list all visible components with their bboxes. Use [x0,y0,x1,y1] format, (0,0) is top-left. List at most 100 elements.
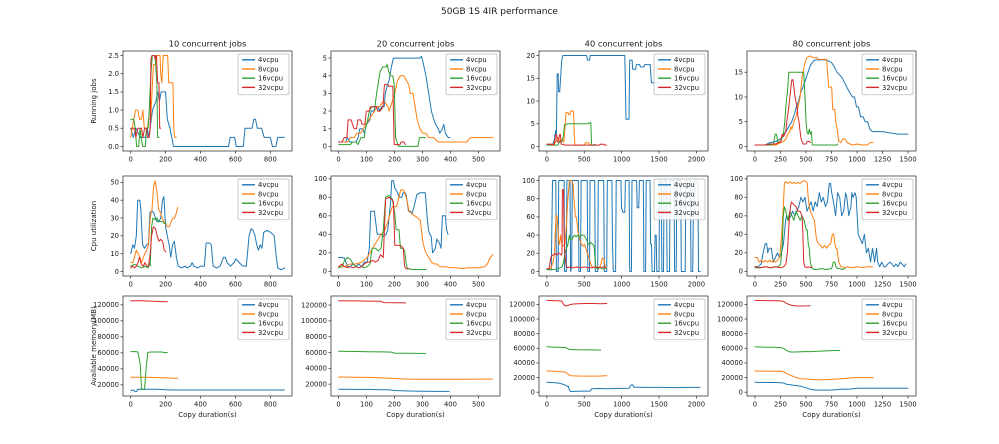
y-tick-label: 100000 [301,317,327,325]
legend-box [445,178,498,221]
legend-box [653,298,706,341]
subplot-row2-col1: 0 100 200 300 400 500 20000 40000 60000 80000 1000… [301,295,501,419]
x-tick-label: 0 [753,401,757,409]
series-group [338,300,493,392]
subplot-row1-col3: 0 250 500 750 1000 1250 1500 0 20 40 60 80 100 4vcpu8… [730,175,917,288]
y-tick-label: 80 [526,195,535,203]
legend-label: 32vcpu [882,209,907,217]
series-group [338,55,494,147]
x-tick-label: 250 [774,281,787,289]
series-line-32vcpu [546,299,608,307]
x-tick-label: 500 [578,401,591,409]
subplot-row0-col2: 0 500 1000 1500 2000 0 5 10 15 20 40 concurrent jo… [526,39,709,164]
y-tick-label: 50 [110,179,119,187]
y-tick-label: 40 [734,231,743,239]
series-line-8vcpu [130,55,177,138]
y-axis-label: Cpu utilization [90,201,98,251]
series-line-8vcpu [130,376,179,379]
y-tick-label: 100000 [509,315,535,323]
series-line-4vcpu [546,55,660,145]
legend-label: 8vcpu [674,310,695,318]
legend-label: 16vcpu [674,320,699,328]
legend-label: 32vcpu [674,209,699,217]
subplot-title: 40 concurrent jobs [585,39,663,49]
legend-label: 32vcpu [674,84,699,92]
x-axis-label: Copy duration(s) [802,411,861,419]
legend-label: 32vcpu [882,329,907,337]
x-tick-label: 100 [360,156,373,164]
series-line-16vcpu [754,71,839,146]
series-line-32vcpu [338,84,406,146]
series-line-32vcpu [130,300,168,303]
legend-box [861,53,914,96]
y-tick-label: 20 [110,232,119,240]
legend-box [653,178,706,221]
series-line-8vcpu [754,180,873,269]
axes-frame [122,295,293,397]
legend-label: 32vcpu [258,329,283,337]
subplot-title: 80 concurrent jobs [793,39,871,49]
legend-label: 8vcpu [466,190,487,198]
legend-label: 16vcpu [882,200,907,208]
x-tick-label: 200 [388,401,401,409]
legend-box [861,298,914,341]
x-tick-label: 1250 [874,401,891,409]
axes-frame [538,295,709,397]
series-line-32vcpu [754,79,811,146]
series-line-16vcpu [338,63,427,147]
legend-label: 16vcpu [258,320,283,328]
series-line-16vcpu [546,234,606,271]
legend-label: 8vcpu [882,65,903,73]
x-tick-label: 500 [799,281,812,289]
x-tick-label: 0 [129,156,133,164]
series-line-16vcpu [754,346,841,353]
y-tick-label: 1.0 [108,106,119,114]
x-axis-label: Copy duration(s) [178,411,237,419]
y-tick-label: 0 [323,143,327,151]
y-tick-label: 2 [323,107,327,115]
x-tick-label: 400 [194,281,207,289]
y-tick-label: 2.5 [108,52,119,60]
y-tick-label: 100 [522,177,535,185]
y-tick-label: 0 [323,268,327,276]
y-tick-label: 10 [734,93,743,101]
series-group [754,180,907,270]
y-tick-label: 3 [323,90,327,98]
series-line-4vcpu [130,196,286,271]
y-tick-label: 60 [526,213,535,221]
legend-label: 16vcpu [258,200,283,208]
x-tick-label: 1000 [848,401,865,409]
y-tick-label: 20000 [721,374,743,382]
y-tick-label: 0 [531,388,535,396]
legend-label: 16vcpu [466,75,491,83]
legend-label: 16vcpu [674,75,699,83]
legend-label: 32vcpu [258,84,283,92]
y-tick-label: 60000 [97,349,119,357]
y-tick-label: 40000 [721,359,743,367]
axes-frame [122,50,293,152]
series-group [546,55,660,146]
legend-label: 32vcpu [466,209,491,217]
y-tick-label: 60000 [513,345,535,353]
legend-label: 32vcpu [466,84,491,92]
y-tick-label: 10 [110,250,119,258]
y-tick-label: 0 [739,268,743,276]
series-line-32vcpu [546,189,606,270]
subplot-row2-col0: 0 200 400 600 800 20000 40000 60000 80000 100000 1… [90,295,293,419]
y-tick-label: 60000 [721,345,743,353]
x-tick-label: 1000 [613,281,630,289]
series-line-4vcpu [338,55,451,143]
axes-frame [122,175,293,277]
x-tick-label: 200 [388,156,401,164]
y-axis-label: Available memory(MB) [90,306,98,386]
x-tick-label: 750 [825,281,838,289]
y-tick-label: 80000 [305,333,327,341]
legend-box [653,53,706,96]
y-tick-label: 5 [531,120,535,128]
legend-label: 4vcpu [466,181,487,189]
x-tick-label: 0 [753,156,757,164]
legend-label: 16vcpu [258,75,283,83]
series-line-8vcpu [546,370,608,377]
x-tick-label: 200 [159,281,172,289]
legend-box [861,178,914,221]
